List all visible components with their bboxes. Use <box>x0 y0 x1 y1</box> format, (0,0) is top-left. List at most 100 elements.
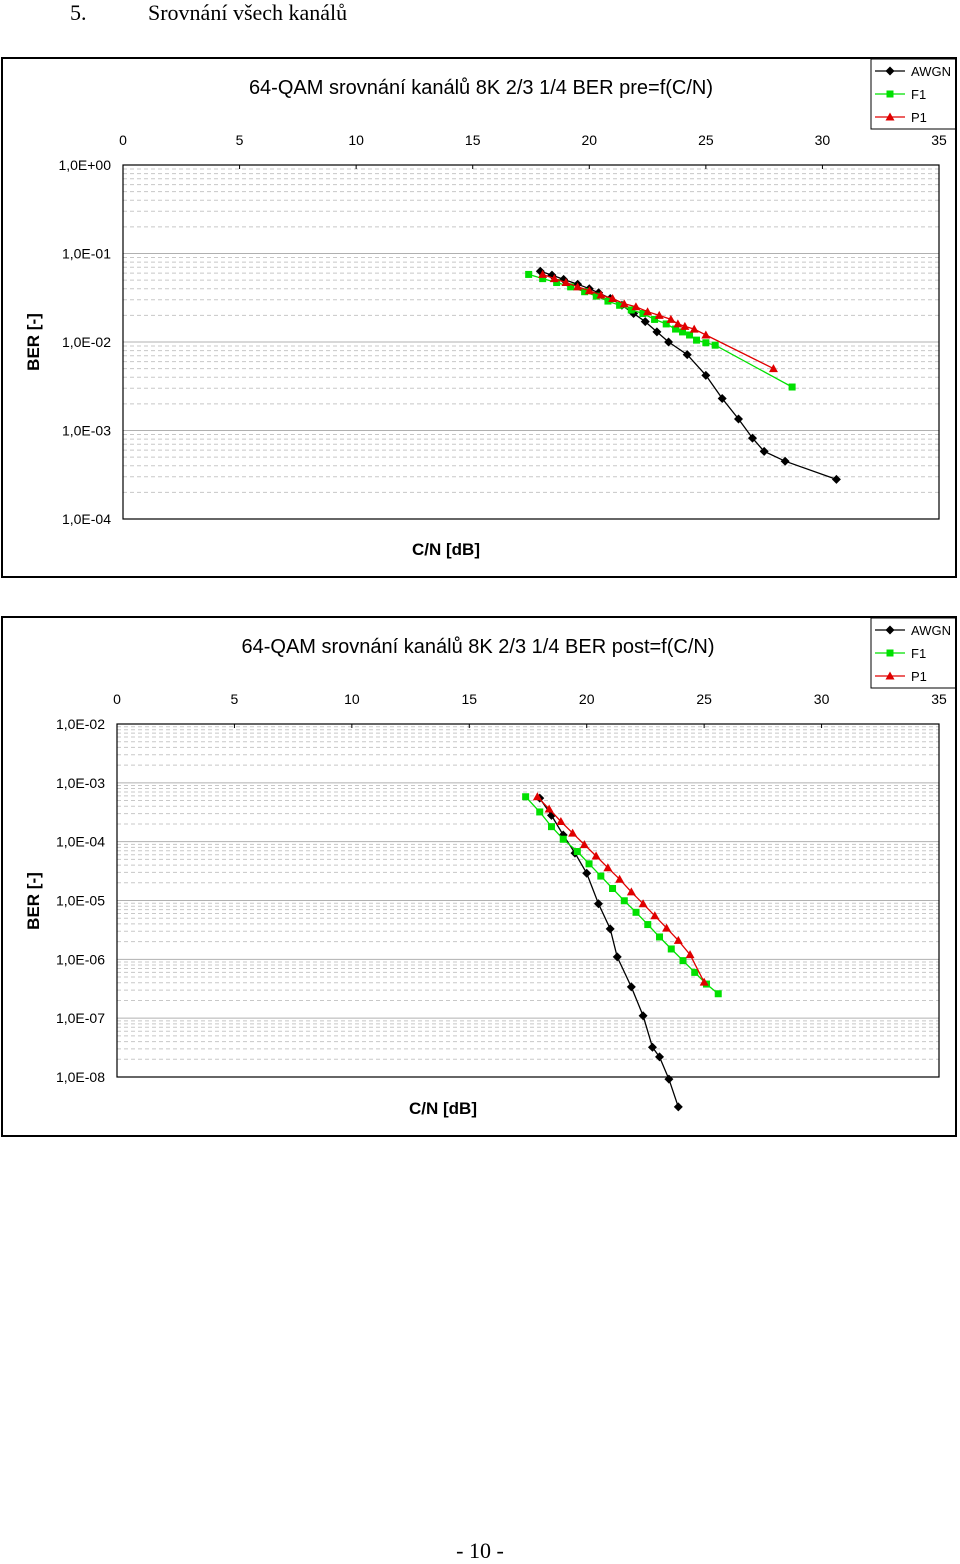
y-tick-label: 1,0E-07 <box>56 1010 105 1026</box>
series-f1-point <box>714 990 722 998</box>
series-awgn-point <box>647 1042 657 1052</box>
x-tick-label: 20 <box>581 132 597 148</box>
series-p1-point <box>584 286 594 295</box>
series-f1-point <box>604 297 612 305</box>
series-p1-point <box>689 324 699 333</box>
series-f1 <box>525 270 796 391</box>
series-awgn-point <box>747 433 757 443</box>
chart-ber-post: 64-QAM srovnání kanálů 8K 2/3 1/4 BER po… <box>1 616 957 1137</box>
series-awgn-point <box>582 868 592 878</box>
y-tick-label: 1,0E-02 <box>56 716 105 732</box>
minor-gridlines <box>117 726 939 1060</box>
y-tick-label: 1,0E-05 <box>56 893 105 909</box>
series-f1-point <box>539 275 547 283</box>
series-f1-point <box>691 968 699 976</box>
series-p1-point <box>654 310 664 319</box>
series-f1-point <box>656 933 664 941</box>
series-p1-point <box>685 950 695 959</box>
chart-ber-post-svg: 64-QAM srovnání kanálů 8K 2/3 1/4 BER po… <box>24 618 955 1118</box>
series-f1-point <box>536 808 544 816</box>
y-axis-label: BER [-] <box>24 872 43 930</box>
series-f1-line <box>528 273 793 388</box>
series-p1-point <box>596 290 606 299</box>
x-tick-label: 0 <box>119 132 127 148</box>
y-tick-label: 1,0E-02 <box>62 334 111 350</box>
series-p1-point <box>615 874 625 883</box>
series-f1-point <box>547 823 555 831</box>
legend-label: P1 <box>911 110 927 125</box>
chart-title: 64-QAM srovnání kanálů 8K 2/3 1/4 BER po… <box>242 636 715 658</box>
series-awgn-point <box>664 337 674 347</box>
series-awgn-point <box>733 414 743 424</box>
y-tick-label: 1,0E-03 <box>56 775 105 791</box>
x-tick-label: 20 <box>579 691 595 707</box>
y-tick-label: 1,0E-08 <box>56 1069 105 1085</box>
series-f1-point <box>522 793 530 801</box>
series-p1-point <box>549 274 559 283</box>
series-p1-point <box>666 314 676 323</box>
series-p1-point <box>650 911 660 920</box>
series-p1-point <box>608 294 618 303</box>
series-f1-point <box>573 848 581 856</box>
series-p1 <box>532 792 709 986</box>
series-awgn-point <box>626 982 636 992</box>
series-f1-point <box>667 945 675 953</box>
legend-label: AWGN <box>911 623 951 638</box>
series-awgn-point <box>638 1011 648 1021</box>
y-tick-label: 1,0E+00 <box>58 157 111 173</box>
series-f1-point <box>662 320 670 328</box>
series-p1-point <box>638 899 648 908</box>
series-f1-point <box>609 884 617 892</box>
series-awgn-point <box>831 474 841 484</box>
y-tick-label: 1,0E-04 <box>62 511 111 527</box>
section-number: 5. <box>70 0 87 25</box>
legend-label: P1 <box>911 669 927 684</box>
series-awgn-point <box>652 327 662 337</box>
series-p1-point <box>603 863 613 872</box>
series-awgn-point <box>655 1052 665 1062</box>
y-tick-label: 1,0E-03 <box>62 423 111 439</box>
series-f1-point <box>679 328 687 336</box>
series-f1-point <box>651 315 659 323</box>
series-p1-point <box>573 282 583 291</box>
series-f1-point <box>616 301 624 309</box>
plot-frame <box>122 164 940 520</box>
series-f1-point <box>711 341 719 349</box>
x-tick-label: 30 <box>814 691 830 707</box>
series-f1-point <box>553 279 561 287</box>
series-p1-point <box>631 302 641 311</box>
series-awgn-point <box>780 456 790 466</box>
series-awgn-point <box>640 317 650 327</box>
series-p1-point <box>680 321 690 330</box>
series-f1-point <box>559 835 567 843</box>
legend-label: F1 <box>911 646 926 661</box>
series-f1-point <box>627 306 635 314</box>
series-f1-point <box>567 283 575 291</box>
legend-label: AWGN <box>911 64 951 79</box>
x-tick-label: 5 <box>236 132 244 148</box>
series-awgn-line <box>540 270 837 481</box>
series-awgn-point <box>558 830 568 840</box>
x-tick-label: 25 <box>696 691 712 707</box>
series-p1-point <box>532 792 542 801</box>
series-p1 <box>538 269 778 373</box>
section-heading: 5. Srovnání všech kanálů <box>70 0 347 26</box>
series-awgn-point <box>605 924 615 934</box>
series-p1-point <box>619 299 629 308</box>
x-tick-label: 10 <box>348 132 364 148</box>
series-awgn-point <box>673 1102 683 1112</box>
series-f1-point <box>581 288 589 296</box>
series-awgn-point <box>759 446 769 456</box>
series-f1-point <box>597 872 605 880</box>
series-p1-point <box>556 817 566 826</box>
section-title: Srovnání všech kanálů <box>148 0 348 25</box>
series-f1-point <box>672 325 680 333</box>
plot-frame <box>116 723 940 1078</box>
legend-label: F1 <box>911 87 926 102</box>
series-f1-point <box>632 908 640 916</box>
legend: AWGN F1 P1 <box>870 59 955 130</box>
series-awgn-point <box>664 1074 674 1084</box>
minor-gridlines <box>123 168 939 493</box>
series-awgn-point <box>717 393 727 403</box>
x-tick-label: 15 <box>465 132 481 148</box>
